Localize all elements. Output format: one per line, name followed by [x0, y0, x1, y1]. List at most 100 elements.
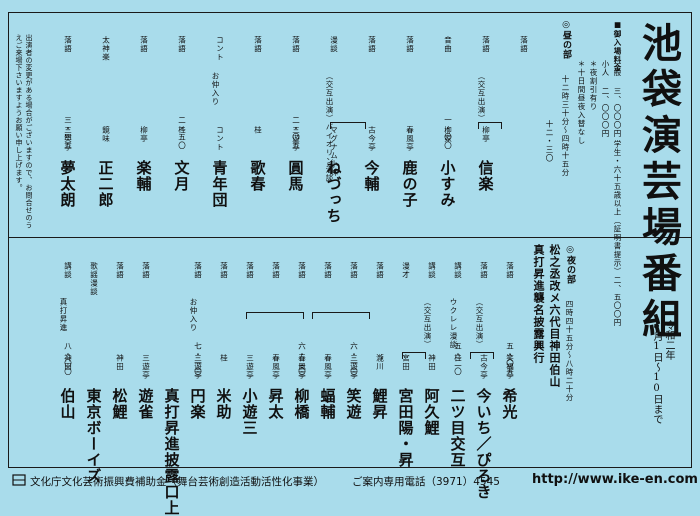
act-genre: 落語 [323, 262, 333, 279]
night-event-title: 松之丞改メ六代目神田伯山 [548, 244, 561, 388]
act-genre: 落語 [63, 36, 73, 53]
act-genre: 歌謡漫談 [89, 262, 99, 296]
act-performer-name: 希光 [500, 388, 519, 420]
act-house: 春風亭 [405, 126, 415, 152]
act-genre: 落語 [291, 36, 301, 53]
poster-title: 池袋演芸場番組 [635, 22, 682, 344]
alternate-bracket [330, 122, 366, 129]
act-performer-name: 米助 [214, 388, 233, 420]
act-performer-name: 笑遊 [344, 388, 363, 420]
day-night-divider [8, 237, 692, 238]
night-time: 四時四十五分〜八時二十分 [564, 300, 575, 402]
day-time: 十二時三十分〜四時十五分 [560, 75, 571, 177]
act-house: 桂 [219, 354, 229, 363]
act-genre: 落語 [349, 262, 359, 279]
act-house: 春風亭 [323, 354, 333, 380]
act-genre: 落語 [193, 262, 203, 279]
act-genre: 漫談 [329, 36, 339, 53]
act-house: マグナム小林 [329, 126, 339, 177]
act-time: 三・四五 [63, 116, 73, 150]
act-house: 鏡味 [101, 126, 111, 143]
act-genre: 落語 [245, 262, 255, 279]
act-genre: 落語 [479, 262, 489, 279]
alternate-bracket [312, 312, 370, 319]
day-time-text: 十二時三十分〜四時十五分 [561, 75, 570, 177]
act-house: 三遊亭 [193, 354, 203, 380]
act-house: 古今亭 [479, 354, 489, 380]
act-time: 八・〇〇 [63, 342, 73, 376]
admission-student: 学生・六十五歳以上（証明書提示）二、五〇〇円 [612, 140, 623, 327]
agency-logo-icon [12, 474, 26, 486]
act-performer-name: 正二郎 [96, 160, 115, 208]
act-genre: 落語 [177, 36, 187, 53]
act-genre: 落語 [481, 36, 491, 53]
act-performer-name: 東京ボーイズ [84, 388, 103, 484]
act-house: 瀧川 [375, 354, 385, 371]
admission-header: ■御入場料金 [613, 20, 622, 73]
admission-note1: ＊夜割引有り [588, 60, 599, 111]
alternate-bracket [478, 122, 502, 129]
act-performer-name: 遊雀 [136, 388, 155, 420]
program-frame [8, 12, 692, 468]
act-house: 三遊亭 [349, 354, 359, 380]
website-link[interactable]: http://www.ike-en.com [532, 472, 698, 487]
act-performer-name: ねづっち [324, 160, 343, 224]
act-genre: 落語 [505, 262, 515, 279]
act-genre: 落語 [297, 262, 307, 279]
act-performer-name: 圓馬 [286, 160, 305, 192]
act-genre: 落語 [141, 262, 151, 279]
night-time-text: 四時四十五分〜八時二十分 [565, 300, 574, 402]
act-note: （交互出演） [423, 298, 432, 349]
act-performer-name: 小すみ [438, 160, 457, 208]
notice-text: 出演者の変更がある場合がございますので、お問合せのうえご来場下さいますようお願い… [15, 34, 33, 229]
act-time: 七・一〇 [193, 342, 203, 376]
act-time: 二・〇五 [291, 116, 301, 150]
act-house: 三遊亭 [291, 126, 301, 152]
act-performer-name: 松鯉 [110, 388, 129, 420]
admission-block: ■御入場料金 [612, 20, 623, 73]
act-time: 五・二〇 [453, 342, 463, 376]
act-note: （交互出演） [475, 298, 484, 349]
night-event-subtitle: 真打昇進襲名披露興行 [532, 244, 545, 364]
act-house: 柳家 [443, 126, 453, 143]
act-performer-name: 昇太 [266, 388, 285, 420]
act-time: 六・二〇 [297, 342, 307, 376]
admission-note2: ＊十日間昼夜入替なし [576, 60, 587, 145]
act-performer-name: 蝠輔 [318, 388, 337, 420]
night-label: ◎夜の部 [565, 245, 575, 284]
night-header: ◎夜の部 [564, 245, 577, 284]
act-genre: 落語 [405, 36, 415, 53]
act-performer-name: 鹿の子 [400, 160, 419, 208]
act-genre: 太神楽 [101, 36, 111, 62]
night-event-line1: 松之丞改メ六代目神田伯山 [546, 244, 562, 388]
act-genre: 講談 [63, 262, 73, 279]
admission-student-text: 学生・六十五歳以上（証明書提示）二、五〇〇円 [613, 140, 622, 327]
act-genre: 講談 [453, 262, 463, 279]
act-genre: 落語 [253, 36, 263, 53]
act-genre: 落語 [271, 262, 281, 279]
admission-note1-text: ＊夜割引有り [589, 60, 598, 111]
admission-child-text: 小人 二、〇〇〇円 [601, 60, 610, 138]
act-note: （交互出演） [477, 72, 486, 123]
act-performer-name: 信楽 [476, 160, 495, 192]
act-house: 春風亭 [297, 354, 307, 380]
act-house: 三遊亭 [245, 354, 255, 380]
act-performer-name: 楽輔 [134, 160, 153, 192]
act-performer-name: 小遊三 [240, 388, 259, 436]
act-performer-name: 今輔 [362, 160, 381, 192]
act-house: 春風亭 [271, 354, 281, 380]
day-start-text: 十二・三〇 [545, 120, 554, 163]
act-note: ウクレレ漫談 [449, 298, 458, 349]
act-genre: 落語 [367, 36, 377, 53]
act-genre: 落語 [519, 36, 529, 53]
act-note: お仲入り [189, 298, 198, 332]
act-note: お仲入り [211, 72, 220, 106]
act-time: 五・〇五 [505, 342, 515, 376]
act-performer-name: 阿久鯉 [422, 388, 441, 436]
act-genre: 漫才 [401, 262, 411, 279]
act-house: コント [215, 126, 225, 152]
act-house: 神田 [63, 354, 73, 371]
act-genre: 落語 [375, 262, 385, 279]
act-performer-name: 今いち／ぴろき [474, 388, 493, 500]
act-house: 三遊亭 [141, 354, 151, 380]
